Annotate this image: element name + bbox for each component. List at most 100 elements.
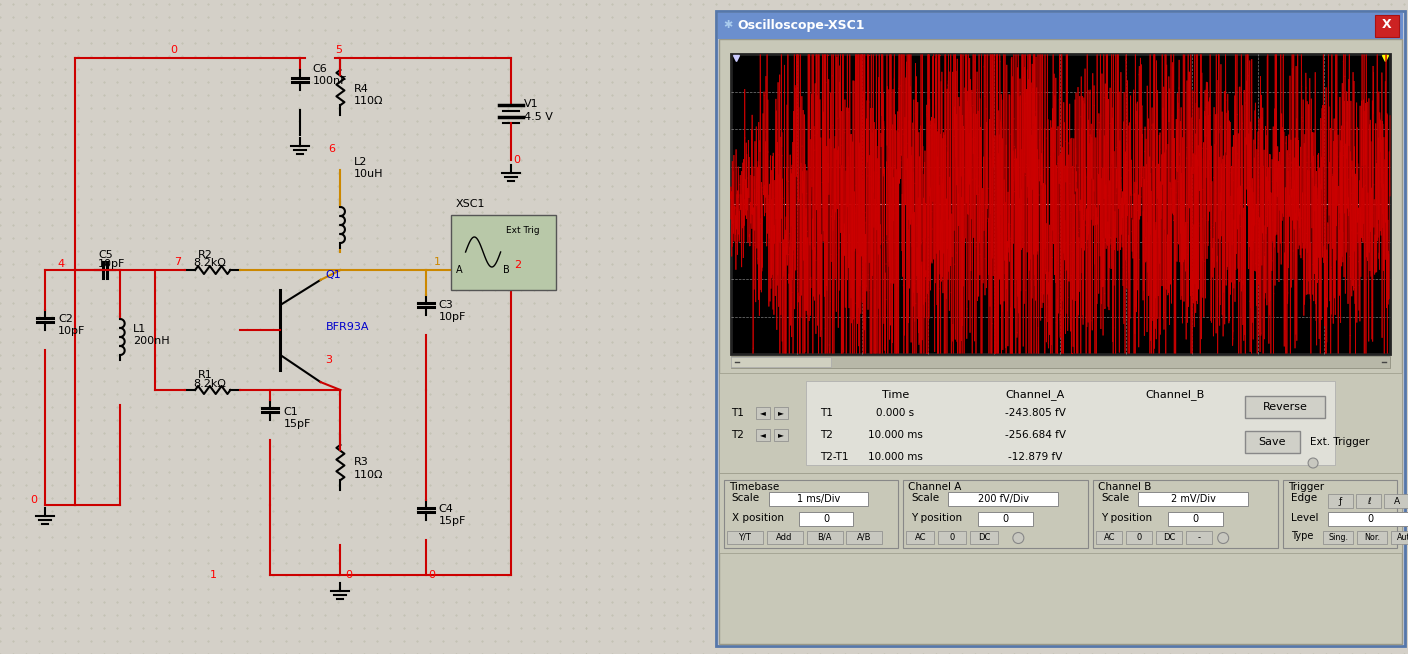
Text: ►: ► (777, 409, 783, 417)
Text: T2: T2 (731, 430, 743, 440)
Text: X: X (1383, 18, 1393, 31)
Text: Q1: Q1 (325, 270, 341, 280)
Text: 15pF: 15pF (283, 419, 311, 429)
Text: 1: 1 (210, 570, 217, 580)
Text: Channel B: Channel B (1098, 482, 1152, 492)
Bar (1156, 531, 1183, 544)
Text: Auto: Auto (1397, 533, 1408, 542)
Text: 2: 2 (514, 260, 521, 270)
Bar (1391, 531, 1408, 544)
Text: Channel A: Channel A (908, 482, 962, 492)
Text: 110Ω: 110Ω (353, 470, 383, 480)
Text: R2: R2 (199, 250, 213, 260)
Text: -243.805 fV: -243.805 fV (1005, 408, 1066, 418)
Bar (718, 13, 1402, 39)
Bar (727, 531, 763, 544)
Bar (718, 473, 1402, 553)
Text: C5: C5 (99, 250, 113, 260)
Text: C7: C7 (494, 250, 508, 260)
Bar (1093, 480, 1278, 548)
Bar (718, 373, 1402, 473)
Text: A: A (1394, 496, 1400, 506)
Bar (1245, 431, 1300, 453)
Text: Channel_A: Channel_A (1005, 390, 1064, 400)
Text: Save: Save (1259, 437, 1286, 447)
Bar (807, 531, 842, 544)
Bar (846, 531, 883, 544)
Text: ℓ: ℓ (1367, 496, 1370, 506)
Bar (1328, 512, 1408, 526)
Text: ✱: ✱ (724, 20, 734, 30)
Text: 10.000 ms: 10.000 ms (867, 452, 922, 462)
Text: 0: 0 (514, 155, 521, 165)
Bar (1169, 512, 1224, 526)
Text: B: B (503, 265, 510, 275)
Text: Ext Trig: Ext Trig (505, 226, 539, 235)
Text: Scale: Scale (1101, 493, 1129, 503)
Text: 200 fV/Div: 200 fV/Div (979, 494, 1029, 504)
Text: 8.2kΩ: 8.2kΩ (193, 258, 227, 268)
Text: Time: Time (881, 390, 910, 400)
Bar (798, 512, 853, 526)
Text: B/A: B/A (817, 533, 832, 542)
Text: Y position: Y position (1101, 513, 1152, 523)
Text: Reverse: Reverse (1263, 402, 1308, 412)
Text: L1: L1 (134, 324, 146, 334)
Text: 0: 0 (1367, 514, 1374, 524)
Text: 0.000 s: 0.000 s (876, 408, 915, 418)
Text: BFR93A: BFR93A (325, 322, 369, 332)
Bar (1126, 531, 1152, 544)
Text: 5: 5 (335, 45, 342, 55)
Bar (731, 356, 1390, 368)
Bar (1283, 480, 1397, 548)
Text: T1: T1 (731, 408, 743, 418)
Text: AC: AC (915, 533, 926, 542)
Text: Oscilloscope-XSC1: Oscilloscope-XSC1 (738, 18, 865, 31)
Text: C1: C1 (283, 407, 298, 417)
Bar (1245, 396, 1325, 418)
Text: AC: AC (1104, 533, 1115, 542)
Bar (805, 381, 1335, 465)
Text: Scale: Scale (911, 493, 939, 503)
Text: C2: C2 (58, 314, 73, 324)
Text: 10pF: 10pF (58, 326, 86, 336)
Text: 7: 7 (175, 257, 182, 267)
Text: ►: ► (777, 430, 783, 439)
Bar (769, 492, 869, 506)
Text: Add: Add (776, 533, 793, 542)
Text: 10uH: 10uH (353, 169, 383, 179)
Text: 8.2kΩ: 8.2kΩ (193, 379, 227, 389)
Text: 0: 0 (1136, 533, 1142, 542)
Text: 1: 1 (434, 257, 441, 267)
Text: ƒ: ƒ (1339, 496, 1342, 506)
Text: Ext. Trigger: Ext. Trigger (1309, 437, 1370, 447)
Text: C4: C4 (438, 504, 453, 514)
Bar (1324, 531, 1353, 544)
Text: 4: 4 (58, 259, 65, 269)
Text: 0: 0 (950, 533, 955, 542)
Text: Y position: Y position (911, 513, 963, 523)
Text: V1: V1 (524, 99, 538, 109)
Text: 47nF: 47nF (494, 260, 521, 270)
Text: R1: R1 (199, 370, 213, 380)
Text: C3: C3 (438, 300, 453, 310)
Text: 10pF: 10pF (438, 312, 466, 322)
Bar (1376, 15, 1400, 37)
Bar (907, 531, 935, 544)
Bar (718, 39, 1402, 644)
Text: -: - (1198, 533, 1201, 542)
Text: 0: 0 (428, 570, 435, 580)
Text: Nor.: Nor. (1364, 533, 1380, 542)
Bar (904, 480, 1088, 548)
Text: T2: T2 (821, 430, 834, 440)
Text: Type: Type (1291, 531, 1314, 541)
Text: Trigger: Trigger (1288, 482, 1325, 492)
Text: -256.684 fV: -256.684 fV (1005, 430, 1066, 440)
Text: R3: R3 (353, 457, 367, 467)
Circle shape (1308, 458, 1318, 468)
Text: Level: Level (1291, 513, 1319, 523)
Bar (756, 429, 770, 441)
Text: Scale: Scale (732, 493, 760, 503)
Text: ◄: ◄ (760, 409, 766, 417)
Text: C6: C6 (313, 64, 327, 74)
